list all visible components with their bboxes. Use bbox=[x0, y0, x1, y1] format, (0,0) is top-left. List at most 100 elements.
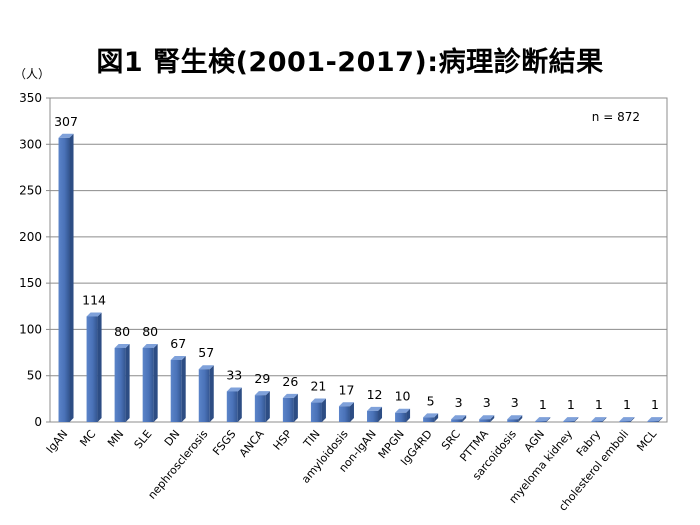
bar-front bbox=[58, 137, 70, 422]
data-label: 307 bbox=[54, 114, 78, 129]
bar bbox=[619, 417, 635, 422]
bar-top bbox=[282, 393, 298, 398]
bar-top bbox=[254, 391, 270, 396]
bar-top bbox=[535, 417, 551, 422]
bar-top bbox=[451, 415, 467, 420]
bar-top bbox=[142, 343, 158, 348]
bar-side bbox=[658, 417, 663, 422]
bar-front bbox=[198, 369, 210, 422]
bar-top bbox=[310, 398, 326, 403]
bar-front bbox=[479, 419, 491, 422]
sample-size-annotation: n = 872 bbox=[592, 110, 640, 124]
bar-front bbox=[114, 347, 126, 422]
y-tick-label: 250 bbox=[19, 184, 42, 198]
data-label: 1 bbox=[651, 397, 659, 412]
x-tick-label: DN bbox=[162, 428, 183, 449]
data-label: 57 bbox=[198, 345, 214, 360]
y-tick-label: 0 bbox=[34, 415, 42, 429]
bar-front bbox=[367, 410, 379, 422]
bar bbox=[507, 415, 523, 422]
y-axis: 0 50 100 150 200 250 300 350 bbox=[19, 91, 50, 429]
bar-top bbox=[367, 406, 383, 411]
data-label: 33 bbox=[226, 367, 242, 382]
bar-side bbox=[546, 417, 551, 422]
data-label: 114 bbox=[82, 292, 106, 307]
bar-side bbox=[125, 343, 130, 422]
data-label: 12 bbox=[367, 387, 383, 402]
bar-side bbox=[630, 417, 635, 422]
data-label: 80 bbox=[142, 324, 158, 339]
x-tick-label: IgAN bbox=[44, 428, 71, 456]
bar bbox=[479, 415, 495, 422]
data-label: 10 bbox=[395, 389, 411, 404]
data-label: 3 bbox=[511, 395, 519, 410]
x-tick-label: HSP bbox=[271, 427, 295, 452]
bar bbox=[86, 312, 102, 422]
bar-side bbox=[518, 415, 523, 422]
y-tick-label: 50 bbox=[27, 369, 42, 383]
bar-front bbox=[563, 421, 575, 422]
bar-side bbox=[602, 417, 607, 422]
bar bbox=[535, 417, 551, 422]
data-label: 80 bbox=[114, 324, 130, 339]
bar-side bbox=[265, 391, 270, 422]
bar-side bbox=[293, 393, 298, 422]
bar-top bbox=[114, 343, 130, 348]
bar bbox=[310, 398, 326, 422]
bar-side bbox=[574, 417, 579, 422]
bar-front bbox=[338, 406, 350, 422]
bar-front bbox=[507, 419, 519, 422]
bar-side bbox=[490, 415, 495, 422]
bar-top bbox=[395, 408, 411, 413]
y-axis-unit-label: （人） bbox=[14, 67, 50, 81]
x-tick-label: MC bbox=[77, 427, 98, 449]
x-tick-label: ANCA bbox=[237, 427, 267, 459]
bar-front bbox=[451, 419, 463, 422]
bar-front bbox=[254, 395, 266, 422]
bar-front bbox=[142, 347, 154, 422]
y-tick-label: 100 bbox=[19, 322, 42, 336]
x-tick-label: MN bbox=[105, 428, 126, 450]
data-label: 26 bbox=[282, 374, 298, 389]
bar-side bbox=[237, 387, 242, 422]
data-label: 5 bbox=[427, 393, 435, 408]
bar-front bbox=[423, 417, 435, 422]
bar-front bbox=[226, 391, 238, 422]
bar-side bbox=[406, 408, 411, 422]
bar bbox=[114, 343, 130, 422]
x-tick-label: SLE bbox=[132, 428, 155, 452]
bar bbox=[142, 343, 158, 422]
plot-border bbox=[49, 97, 668, 423]
chart-title: 図1 腎生検(2001-2017):病理診断結果 bbox=[96, 47, 604, 78]
x-tick-label: TIN bbox=[300, 428, 322, 451]
bar-front bbox=[170, 359, 182, 422]
x-tick-label: SRC bbox=[439, 427, 463, 452]
bar bbox=[423, 413, 439, 422]
bar-side bbox=[378, 406, 383, 422]
data-label: 1 bbox=[567, 397, 575, 412]
bar-front bbox=[310, 402, 322, 422]
bar-top bbox=[198, 365, 214, 370]
bar bbox=[647, 417, 663, 422]
bar-top bbox=[423, 413, 439, 418]
x-tick-label: MCL bbox=[634, 427, 659, 454]
bar-side bbox=[434, 413, 439, 422]
bar-front bbox=[591, 421, 603, 422]
data-label: 1 bbox=[595, 397, 603, 412]
bar-side bbox=[97, 312, 102, 422]
bar-top bbox=[619, 417, 635, 422]
bar-side bbox=[349, 402, 354, 422]
y-tick-label: 150 bbox=[19, 276, 42, 290]
data-label: 17 bbox=[339, 382, 355, 397]
y-tick-label: 200 bbox=[19, 230, 42, 244]
bars bbox=[58, 133, 663, 422]
y-tick-label: 300 bbox=[19, 137, 42, 151]
data-label: 3 bbox=[455, 395, 463, 410]
bar-side bbox=[153, 343, 158, 422]
bar-side bbox=[181, 355, 186, 422]
data-label: 29 bbox=[254, 371, 270, 386]
